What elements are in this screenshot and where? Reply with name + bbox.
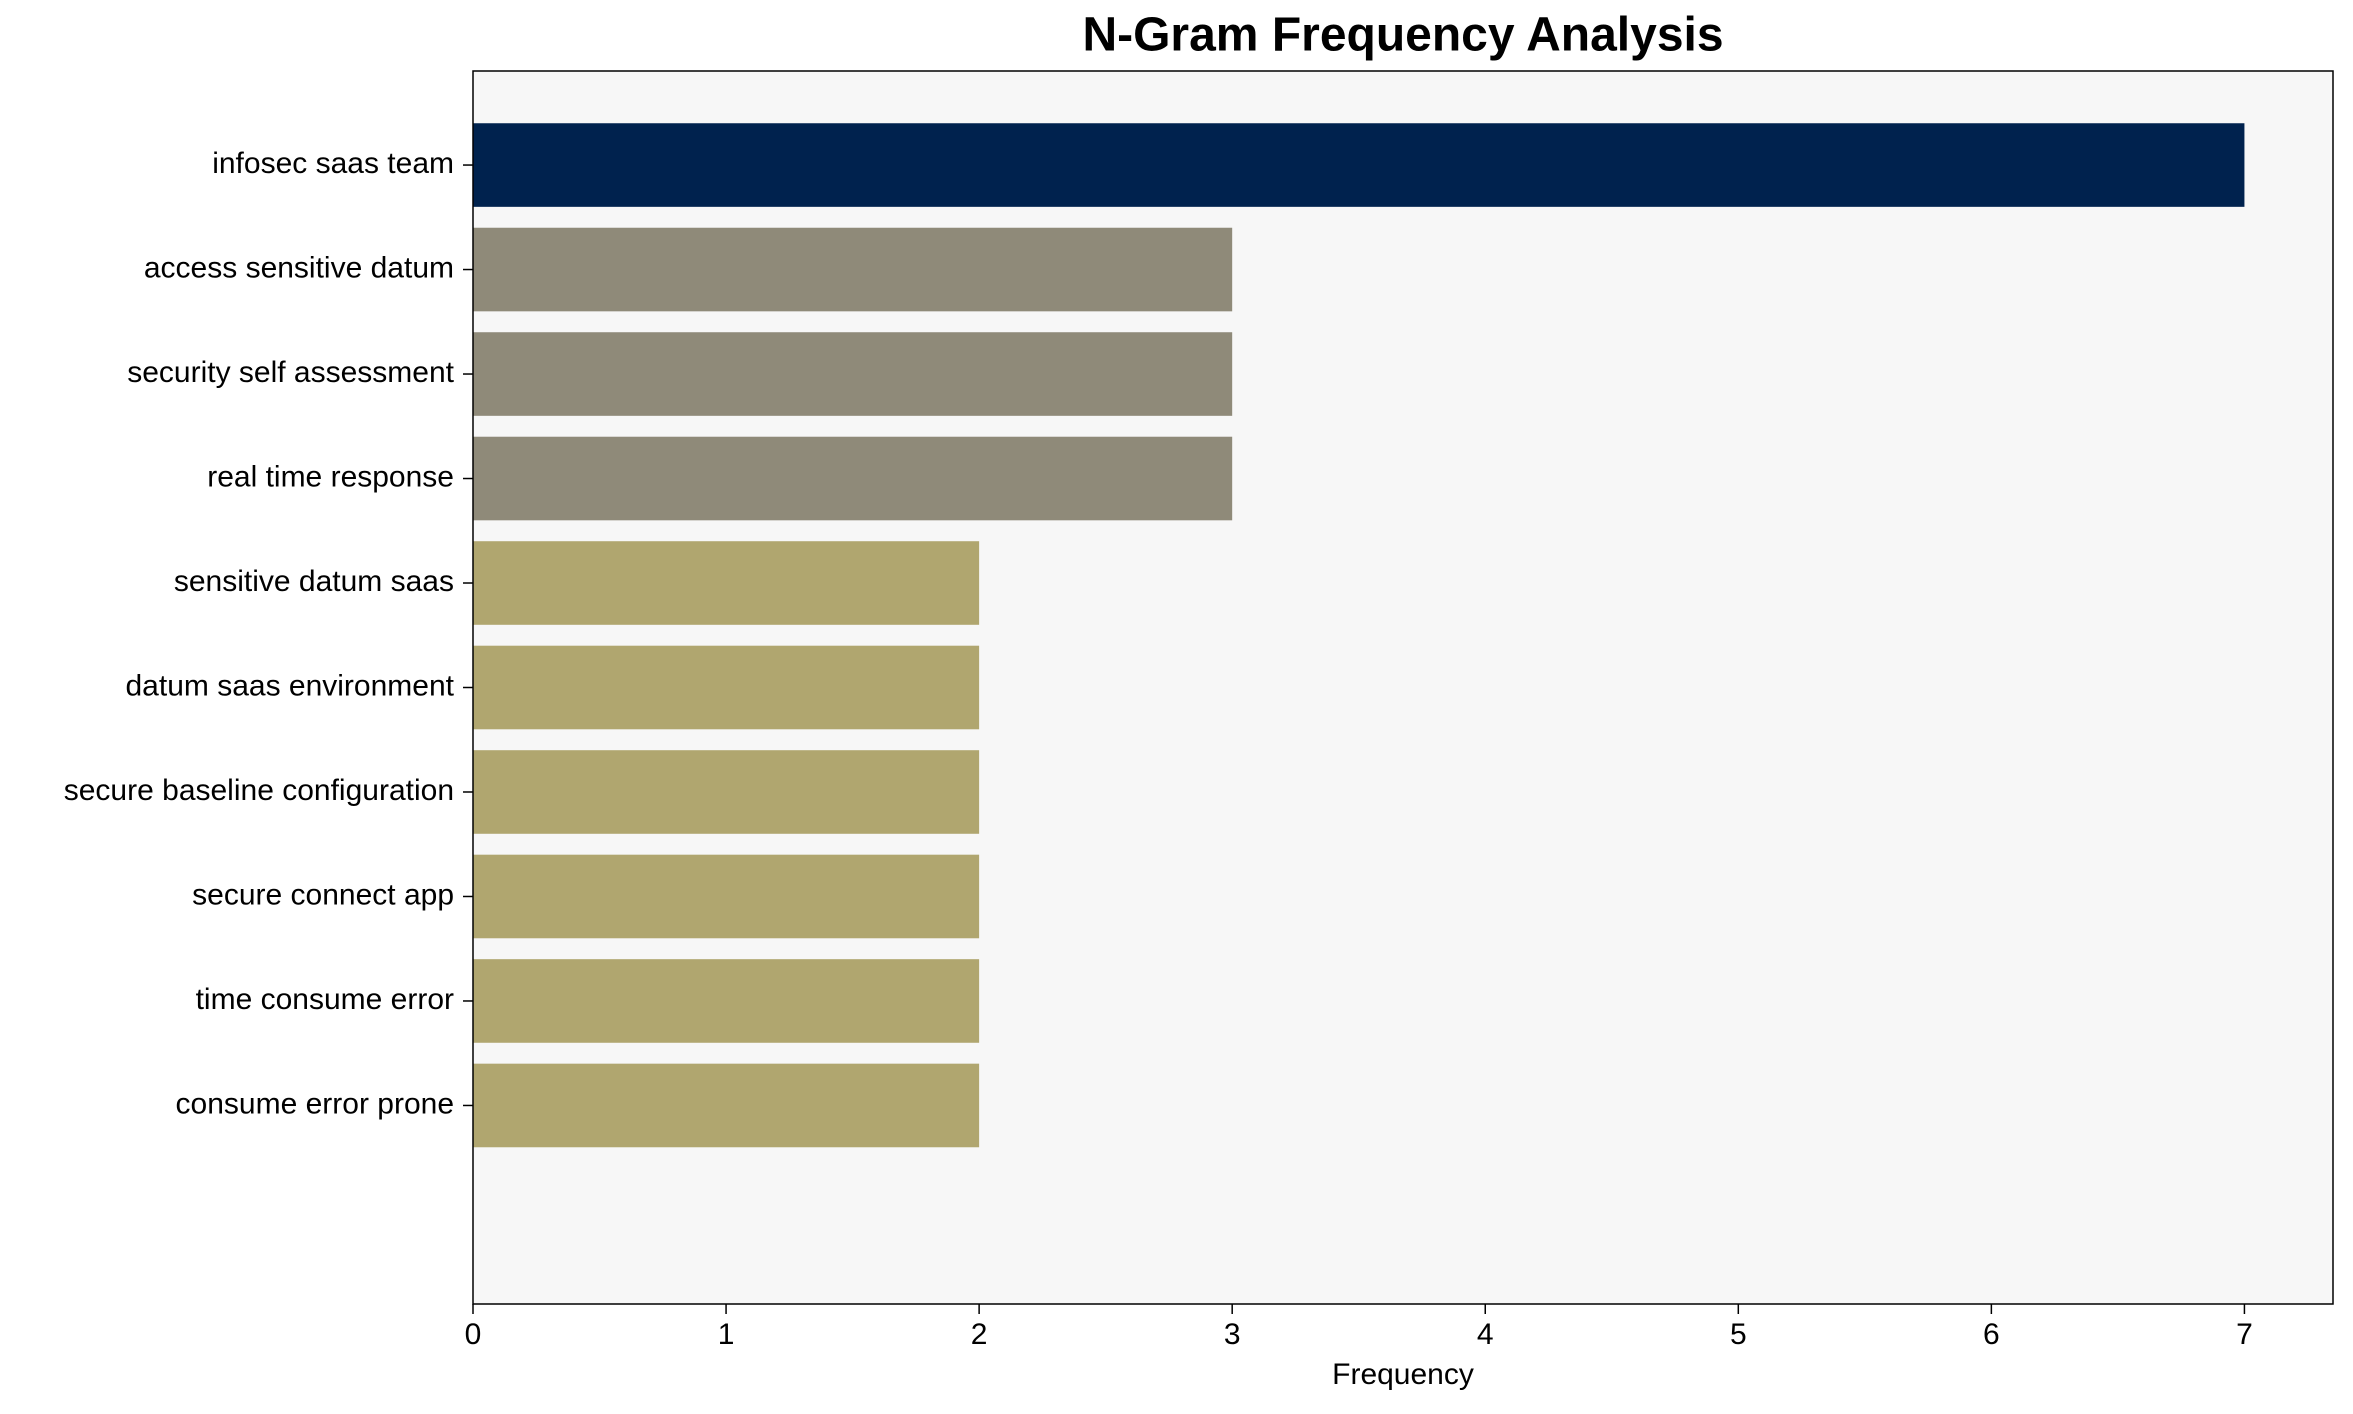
bar	[473, 854, 980, 939]
bar	[473, 227, 1233, 312]
y-tick-label: consume error prone	[176, 1087, 454, 1120]
x-tick-label: 7	[2236, 1318, 2253, 1351]
x-tick-label: 4	[1477, 1318, 1494, 1351]
bar	[473, 750, 980, 834]
x-tick-label: 5	[1730, 1318, 1747, 1351]
chart-title: N-Gram Frequency Analysis	[1082, 9, 1723, 62]
y-tick-label: secure connect app	[192, 878, 454, 911]
plot-frame	[472, 70, 2334, 1305]
x-tick-label: 0	[465, 1318, 482, 1351]
y-tick-label: access sensitive datum	[144, 251, 454, 284]
y-tick-label: datum saas environment	[125, 669, 454, 702]
y-tick-label: sensitive datum saas	[174, 565, 454, 598]
bar	[473, 959, 980, 1043]
bar	[473, 541, 980, 625]
y-tick-label: infosec saas team	[212, 147, 454, 180]
y-tick-label: real time response	[207, 460, 454, 493]
y-tick-label: security self assessment	[127, 356, 454, 389]
y-tick-label: time consume error	[196, 983, 454, 1016]
x-tick-label: 3	[1224, 1318, 1241, 1351]
x-tick-label: 6	[1983, 1318, 2000, 1351]
bar	[473, 123, 2245, 207]
bar	[473, 645, 980, 730]
x-tick-label: 1	[718, 1318, 735, 1351]
bar	[473, 1063, 980, 1148]
bar	[473, 332, 1233, 416]
y-tick-label: secure baseline configuration	[64, 774, 454, 807]
bar	[473, 436, 1233, 521]
x-tick-label: 2	[971, 1318, 988, 1351]
x-axis-label: Frequency	[1332, 1358, 1474, 1391]
